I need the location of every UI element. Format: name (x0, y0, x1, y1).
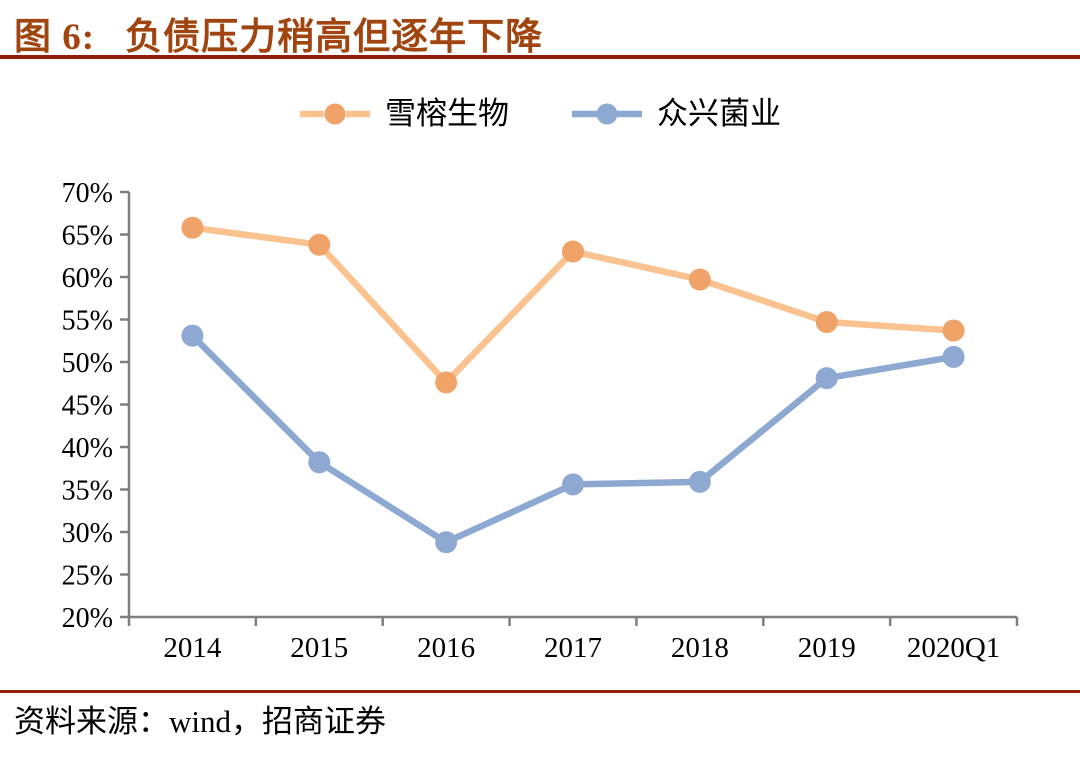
data-point-marker-1-6 (942, 345, 965, 368)
x-tick-label: 2014 (163, 632, 222, 664)
x-tick-label: 2016 (417, 632, 475, 664)
data-point-marker-0-2 (435, 371, 458, 394)
figure-number: 图 6: (14, 17, 96, 58)
y-tick-label: 70% (62, 178, 113, 209)
x-tick-label: 2019 (798, 632, 856, 664)
legend-marker-xuerong-icon (299, 101, 371, 127)
legend-dot-0 (324, 103, 346, 124)
legend-swatch-canvas (300, 103, 370, 124)
data-point-marker-1-1 (308, 451, 331, 474)
chart-legend: 雪榕生物 众兴菌业 (0, 98, 1080, 129)
y-tick-label: 40% (62, 433, 113, 464)
legend-label-xuerong: 雪榕生物 (385, 96, 509, 131)
y-tick-label: 60% (62, 263, 113, 294)
data-point-marker-0-1 (308, 233, 331, 256)
data-point-marker-1-0 (181, 324, 204, 347)
legend-swatch-canvas (572, 103, 642, 124)
data-point-marker-1-2 (435, 531, 458, 554)
legend-marker-zhongxing-icon (571, 101, 643, 127)
x-tick-label: 2020Q1 (907, 632, 1000, 664)
data-point-marker-0-4 (688, 268, 711, 291)
legend-dot-1 (596, 103, 618, 124)
data-point-marker-0-6 (942, 319, 965, 342)
line-chart-canvas: 20% 25% 30% 35% 40% 45% 50% 55% 60% 65% 70% 2014 201… (62, 178, 1019, 664)
y-tick-label: 50% (62, 348, 113, 379)
series-line-1 (190, 333, 955, 546)
title-rule (0, 55, 1080, 59)
data-point-marker-1-4 (688, 470, 711, 493)
x-tick-label: 2017 (544, 632, 602, 664)
data-point-marker-1-3 (562, 473, 584, 496)
y-tick-label: 30% (62, 518, 113, 549)
y-tick-label: 25% (62, 561, 113, 592)
x-tick-label: 2018 (671, 632, 729, 664)
source-rule (0, 690, 1080, 693)
data-point-marker-0-5 (815, 311, 838, 334)
figure-title-text: 负债压力稍高但逐年下降 (125, 17, 544, 58)
y-tick-label: 45% (62, 391, 113, 422)
y-tick-label: 20% (62, 603, 113, 634)
legend-item-xuerong: 雪榕生物 (299, 98, 509, 129)
y-tick-label: 65% (62, 221, 113, 252)
y-tick-label: 55% (62, 306, 113, 337)
figure-title: 图 6: 负债压力稍高但逐年下降 (14, 6, 543, 60)
data-point-marker-0-0 (181, 216, 204, 239)
data-point-marker-1-5 (815, 367, 838, 390)
source-text: 资料来源：wind，招商证券 (14, 704, 386, 739)
y-tick-label: 35% (62, 476, 113, 507)
data-point-marker-0-3 (562, 240, 584, 263)
x-tick-label: 2015 (290, 632, 348, 664)
legend-label-zhongxing: 众兴菌业 (657, 96, 781, 131)
legend-item-zhongxing: 众兴菌业 (571, 98, 781, 129)
